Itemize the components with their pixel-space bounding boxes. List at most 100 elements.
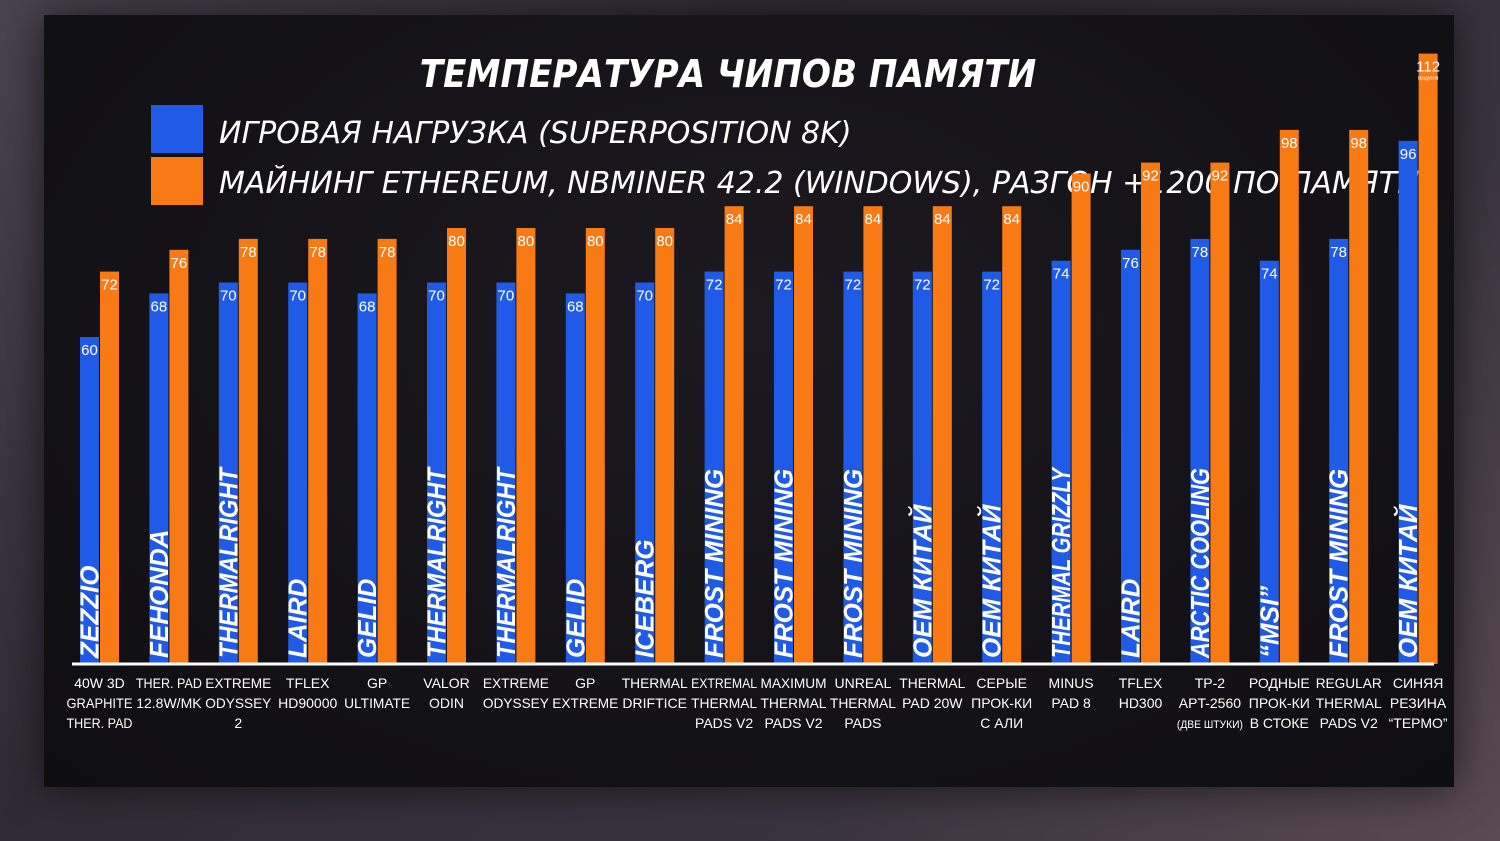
value-label-mining: 92 — [1212, 168, 1229, 185]
category-label: PADS V2 — [1320, 715, 1378, 731]
legend-label-gaming: ИГРОВАЯ НАГРУЗКА (SUPERPOSITION 8K) — [219, 116, 852, 151]
category-label: 40W 3D — [74, 675, 125, 691]
category-label: EXTREMAL — [691, 675, 757, 691]
category-label: СЕРЫЕ — [976, 675, 1027, 691]
brand-label: OEM КИТАЙ — [907, 503, 937, 658]
category-label: THERMAL — [830, 695, 896, 711]
bar-gaming — [357, 293, 377, 664]
bar-mining — [932, 206, 952, 664]
bar-gaming — [912, 271, 932, 664]
value-label-gaming: 70 — [636, 288, 653, 305]
category-label: MAXIMUM — [761, 675, 827, 691]
brand-label: ARCTIC COOLING — [1185, 468, 1215, 659]
value-label-gaming: 72 — [706, 277, 723, 294]
value-label-gaming: 74 — [1053, 266, 1070, 283]
value-label-mining: 76 — [171, 255, 188, 272]
bar-gaming — [704, 271, 724, 664]
category-label: PADS — [844, 715, 881, 731]
bar-mining — [1071, 173, 1091, 664]
value-label-gaming: 72 — [983, 277, 1000, 294]
category-label: GP — [367, 675, 387, 691]
brand-label: THERMALRIGHT — [213, 466, 243, 658]
category-label: GP — [575, 675, 595, 691]
category-label: EXTREME — [552, 695, 618, 711]
value-label-mining: 80 — [656, 233, 673, 250]
brand-label: “MSI” — [1254, 586, 1284, 658]
category-label: (ДВЕ ШТУКИ) — [1177, 719, 1243, 731]
value-label-gaming: 68 — [359, 298, 376, 315]
bar-gaming — [80, 337, 99, 664]
bar-mining — [377, 238, 397, 664]
brand-label: FROST MINING — [1324, 469, 1354, 658]
bar-mining — [1141, 162, 1160, 664]
category-label: THER. PAD — [67, 715, 133, 731]
bar-mining — [1349, 129, 1369, 664]
category-label: “ТЕРМО” — [1389, 715, 1448, 731]
chart-title: ТЕМПЕРАТУРА ЧИПОВ ПАМЯТИ — [420, 52, 1037, 96]
chart-frame: ТЕМПЕРАТУРА ЧИПОВ ПАМЯТИ ИГРОВАЯ НАГРУЗК… — [44, 15, 1454, 787]
category-label: PADS V2 — [764, 715, 822, 731]
value-label-gaming: 70 — [289, 288, 306, 305]
value-label-mining: 98 — [1350, 135, 1367, 152]
bar-gaming — [288, 282, 308, 664]
brand-label: FROST MINING — [699, 469, 729, 658]
category-label: THERMAL — [691, 695, 757, 711]
value-label-gaming: 78 — [1330, 244, 1347, 261]
bar-mining — [724, 206, 744, 664]
category-label: 12.8W/MK — [136, 695, 202, 711]
bar-gaming — [1051, 260, 1071, 664]
category-label: HD300 — [1119, 695, 1163, 711]
category-label: ODYSSEY — [205, 695, 272, 711]
category-label: TP-2 — [1195, 675, 1226, 691]
legend-swatch-mining — [151, 157, 203, 205]
category-label: TFLEX — [1119, 675, 1163, 691]
brand-label: FROST MINING — [769, 469, 799, 658]
bar-mining — [1002, 206, 1022, 664]
category-label: GRAPHITE — [67, 695, 133, 711]
bar-chart: ТЕМПЕРАТУРА ЧИПОВ ПАМЯТИ ИГРОВАЯ НАГРУЗК… — [67, 52, 1448, 731]
legend-label-mining: МАЙНИНГ ETHEREUM, NBMINER 42.2 (WINDOWS)… — [219, 165, 1419, 201]
bar-gaming — [982, 271, 1002, 664]
category-label: HD90000 — [278, 695, 337, 711]
brand-label: THERMALRIGHT — [491, 466, 521, 658]
value-label-mining: 80 — [448, 233, 465, 250]
bars-group: 60 72 ZEZZIO 68 76 FEHONDA 70 78 THERMALRIGHT 70 7… — [75, 53, 1440, 665]
value-label-gaming: 70 — [498, 288, 515, 305]
brand-label: ZEZZIO — [75, 566, 105, 659]
bar-mining — [308, 238, 328, 664]
bar-gaming — [843, 271, 863, 664]
bar-mining — [1279, 129, 1299, 664]
bar-mining — [794, 206, 813, 664]
bar-mining — [1210, 162, 1230, 664]
value-label-mining: 78 — [379, 244, 396, 261]
category-label: СИНЯЯ — [1393, 675, 1444, 691]
value-label-gaming: 70 — [428, 288, 445, 305]
category-label: В СТОКЕ — [1250, 715, 1309, 731]
category-label: ODYSSEY — [483, 695, 550, 711]
brand-label: THERMAL GRIZZLY — [1046, 466, 1076, 658]
value-label-mining: 98 — [1281, 135, 1298, 152]
bar-mining — [447, 228, 466, 664]
brand-label: GELID — [352, 578, 382, 658]
bar-mining — [1418, 53, 1438, 665]
category-label: 2 — [234, 715, 242, 731]
bar-gaming — [1121, 249, 1140, 665]
value-unit-label: градусов — [1418, 76, 1439, 82]
category-label: ПРОК-КИ — [1249, 695, 1310, 711]
category-label: VALOR — [423, 675, 469, 691]
bar-gaming — [496, 282, 516, 664]
value-label-mining: 78 — [240, 244, 257, 261]
bar-mining — [655, 228, 675, 664]
brand-label: FEHONDA — [144, 529, 174, 658]
category-label: ULTIMATE — [344, 695, 410, 711]
value-label-gaming: 68 — [567, 298, 584, 315]
category-label: APT-2560 — [1179, 695, 1241, 711]
bar-gaming — [774, 271, 793, 664]
bar-mining — [863, 206, 883, 664]
category-label: THER. PAD — [136, 675, 202, 691]
value-label-mining: 90 — [1073, 179, 1090, 196]
value-label-mining: 92 — [1142, 168, 1159, 185]
brand-label: THERMALRIGHT — [422, 466, 452, 658]
value-label-gaming: 96 — [1400, 146, 1417, 163]
category-label: PAD 8 — [1051, 695, 1091, 711]
